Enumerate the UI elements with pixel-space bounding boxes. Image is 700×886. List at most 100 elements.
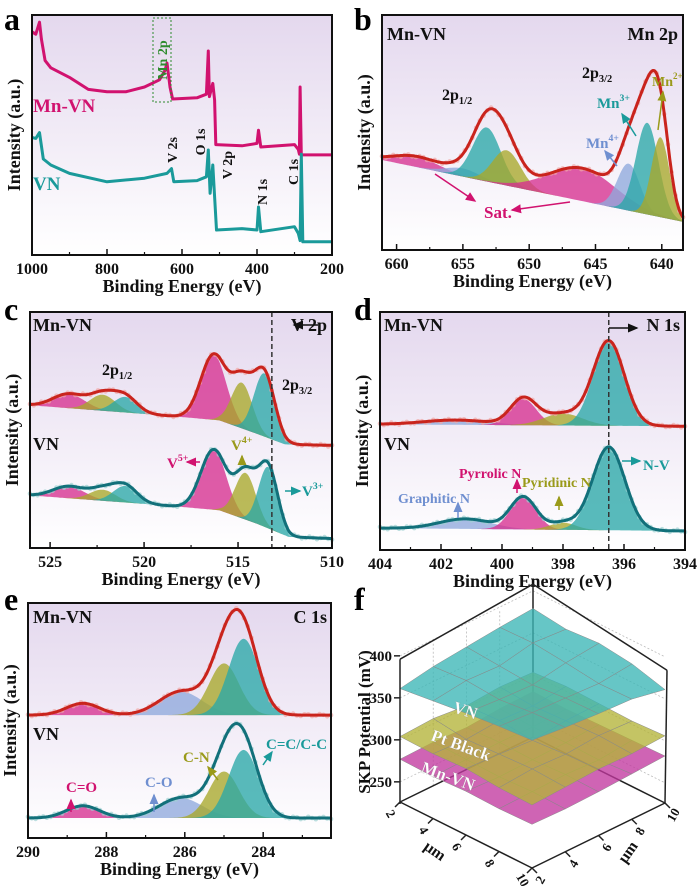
fitted-envelope [28, 608, 331, 717]
fitted-envelope [380, 445, 686, 533]
fitted-peak [202, 382, 281, 443]
x-axis-title: Binding Energy (eV) [453, 271, 612, 292]
x-tick [526, 867, 533, 874]
annotation-label: Graphitic N [398, 492, 470, 507]
x-tick-label: 400 [245, 261, 269, 278]
fitted-envelope [382, 69, 685, 219]
x-tick-label: 510 [320, 554, 344, 571]
label-subscript: 1/2 [119, 371, 132, 382]
x-tick-label: 800 [95, 261, 119, 278]
x-tick-label: 398 [551, 556, 575, 573]
y-tick-label: 2 [532, 873, 548, 886]
panel-letter-b: b [354, 1, 372, 37]
x-tick-label: 645 [583, 256, 607, 273]
fitted-peak [489, 413, 637, 426]
annotation-label: Mn3+ [597, 93, 630, 112]
trace-mn-vn [377, 338, 688, 430]
label-text: 2p [442, 87, 459, 104]
fitted-peak [80, 396, 171, 416]
label-text: Sat. [484, 203, 512, 222]
panel-d: 404 402 400 398 396 394 Binding Energy (eV) Int… [352, 311, 697, 592]
label-text: 2p [102, 362, 119, 379]
panel-letter-a: a [4, 1, 20, 37]
annotation-label: VN [33, 724, 59, 744]
label-text: C-N [183, 750, 210, 766]
x-tick-label: 520 [132, 554, 156, 571]
fitted-envelope [28, 721, 331, 820]
label-superscript: 3+ [620, 93, 631, 104]
label-text: V 2p [221, 151, 236, 179]
y-axis-title: Intensity (a.u.) [4, 79, 25, 192]
label-superscript: 2+ [673, 71, 683, 81]
plot-background [30, 312, 332, 548]
annotation-label: C-O [145, 775, 173, 791]
label-text: Pyrrolic N [459, 467, 521, 482]
fitted-envelope [29, 447, 333, 541]
fitted-peak [550, 341, 668, 427]
x-axis-title: Binding Energy (eV) [102, 276, 261, 297]
label-text: N 1s [256, 178, 271, 205]
plot-frame [381, 14, 684, 251]
annotation-label: N 1s [646, 315, 680, 335]
x-tick [427, 817, 434, 825]
x-axis-title: Binding Energy (eV) [100, 859, 259, 880]
fitted-peak [54, 394, 151, 415]
x-axis-title: Binding Energy (eV) [101, 569, 260, 590]
annotation-label: C-N [183, 750, 210, 766]
annotation-label: V5+ [167, 453, 189, 472]
x-tick-label: 8 [482, 857, 498, 871]
peak-label: V 2p [221, 151, 236, 179]
y-tick [531, 867, 538, 874]
annotation-label: Mn4+ [586, 133, 619, 152]
label-text: C=C/C-C [266, 737, 327, 753]
x-tick-label: 600 [170, 261, 194, 278]
peak-label: C 1s [287, 158, 302, 185]
fitted-peak [399, 163, 527, 190]
label-text: O 1s [194, 128, 209, 155]
fitted-peak [187, 749, 300, 818]
y-tick-label: 4 [565, 857, 581, 871]
x-tick-label: 6 [449, 840, 465, 854]
label-text: C 1s [287, 158, 302, 185]
series-line-vn [31, 131, 332, 244]
arrow [657, 90, 667, 131]
label-text: Mn-VN [33, 315, 92, 335]
axis-line [664, 670, 668, 804]
z-axis-title: SKP Potential (mV) [355, 650, 374, 794]
x-tick-label: 655 [451, 256, 475, 273]
fitted-peak [474, 399, 573, 426]
peak-label: O 1s [194, 128, 209, 155]
x-tick [394, 801, 401, 808]
trace-mn-vn [25, 606, 334, 719]
label-text: Mn 2p [627, 24, 678, 44]
x-tick-label: 1000 [16, 261, 48, 278]
panel-b: 660 655 650 645 640 Binding Energy (eV) Indens… [354, 14, 686, 292]
fitted-peak [225, 373, 304, 445]
x-tick-label: 10 [513, 870, 532, 886]
panel-letter-e: e [4, 581, 18, 617]
panel-letter-c: c [4, 291, 18, 327]
x-tick-label: 400 [490, 556, 514, 573]
label-text: V [302, 484, 313, 500]
x-tick-label: 404 [368, 556, 392, 573]
annotation-label: Pyrrolic N [459, 467, 521, 482]
label-superscript: 3+ [313, 481, 324, 492]
x-tick-label: 650 [517, 256, 541, 273]
axis-line [532, 583, 668, 671]
plot-background [382, 15, 683, 250]
annotation-label: Mn-VN [33, 315, 92, 335]
label-text: Mn-VN [33, 96, 96, 117]
x-tick-label: 290 [16, 844, 40, 861]
label-superscript: 5+ [178, 453, 189, 464]
x-tick-label: 394 [673, 556, 697, 573]
surface-cell [598, 663, 666, 700]
panel-a: 1000 800 600 400 200 Binding Energy (eV) Inten… [4, 14, 344, 297]
fitted-peak [99, 798, 263, 818]
label-text: C-O [145, 775, 173, 791]
y-tick [564, 851, 571, 858]
peak-label: Mn 2p [156, 40, 171, 80]
label-text: Mn-VN [387, 24, 446, 44]
series-label-mn-vn: Mn-VN [33, 96, 96, 117]
plot-frame [29, 311, 333, 549]
